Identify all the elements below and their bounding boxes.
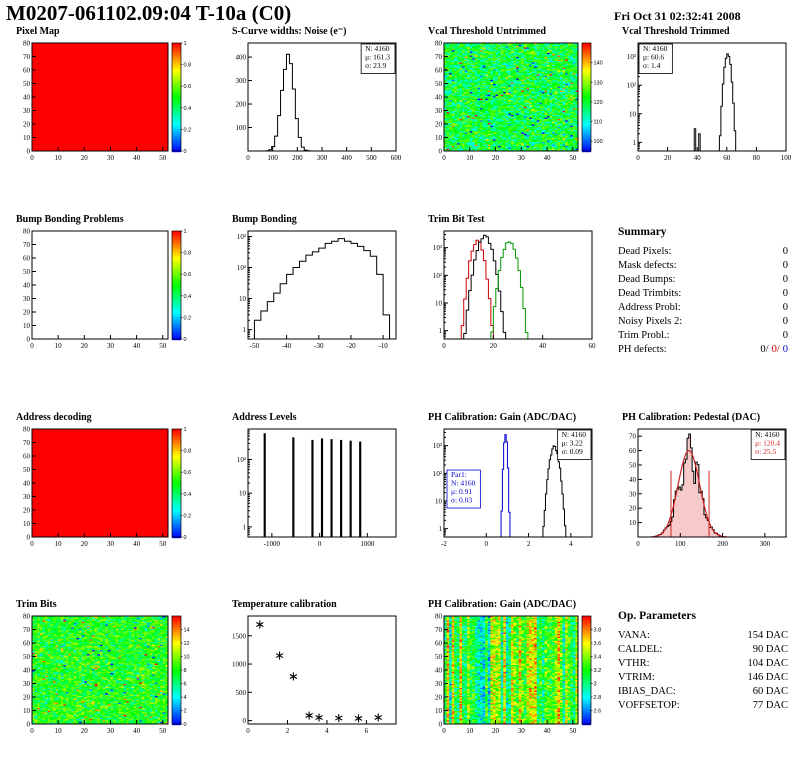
op-parameter-value: 77 DAC — [752, 700, 788, 711]
address-levels-canvas — [222, 425, 404, 553]
summary-panel: Summary Dead Pixels: 0 Mask defects: 0 Dea… — [618, 226, 788, 357]
summary-label: Dead Bumps: — [618, 274, 676, 285]
trim-bits-canvas — [6, 612, 204, 740]
op-parameter-label: VANA: — [618, 630, 650, 641]
op-parameter-value: 60 DAC — [752, 686, 788, 697]
ph-gain-histogram-canvas — [418, 425, 600, 553]
pixel-map-canvas — [6, 39, 204, 167]
summary-label: Address Probl: — [618, 302, 681, 313]
panel-bump-bonding: Bump Bonding — [222, 214, 404, 355]
panel-pixel-map: Pixel Map — [6, 26, 204, 167]
summary-row-ph-defects: PH defects: 0/0/0 — [618, 343, 788, 357]
vcal-untrimmed-canvas — [418, 39, 614, 167]
ph-defects-label: PH defects: — [618, 344, 667, 355]
panel-vcal-threshold-untrimmed: Vcal Threshold Untrimmed — [418, 26, 614, 167]
vcal-trimmed-title: Vcal Threshold Trimmed — [622, 26, 730, 37]
summary-value: 0 — [782, 316, 788, 327]
op-parameter-row: IBIAS_DAC: 60 DAC — [618, 685, 788, 699]
panel-ph-gain-histogram: PH Calibration: Gain (ADC/DAC) — [418, 412, 600, 553]
address-decoding-title: Address decoding — [16, 412, 92, 423]
op-parameter-value: 90 DAC — [752, 644, 788, 655]
temperature-calibration-title: Temperature calibration — [232, 599, 337, 610]
op-parameter-row: VANA: 154 DAC — [618, 629, 788, 643]
bump-bonding-canvas — [222, 227, 404, 355]
op-parameter-label: VTRIM: — [618, 672, 655, 683]
summary-value: 0 — [782, 288, 788, 299]
trim-bit-test-canvas — [418, 227, 600, 355]
page-title: M0207-061102.09:04 T-10a (C0) — [6, 1, 292, 25]
op-parameter-value: 146 DAC — [747, 672, 788, 683]
summary-value: 0 — [782, 302, 788, 313]
ph-pedestal-title: PH Calibration: Pedestal (DAC) — [622, 412, 761, 423]
trim-bit-test-title: Trim Bit Test — [428, 214, 485, 225]
summary-label: Noisy Pixels 2: — [618, 316, 683, 327]
op-parameters-title: Op. Parameters — [618, 610, 696, 622]
summary-value: 0 — [782, 260, 788, 271]
summary-row: Noisy Pixels 2: 0 — [618, 315, 788, 329]
temperature-calibration-canvas — [222, 612, 404, 740]
summary-row: Dead Bumps: 0 — [618, 273, 788, 287]
ph-gain-map-canvas — [418, 612, 614, 740]
op-parameter-value: 154 DAC — [747, 630, 788, 641]
summary-title: Summary — [618, 226, 667, 238]
vcal-trimmed-canvas — [612, 39, 794, 167]
panel-scurve-noise: S-Curve widths: Noise (e⁻) — [222, 26, 404, 167]
pixel-map-title: Pixel Map — [16, 26, 60, 37]
summary-label: Mask defects: — [618, 260, 677, 271]
summary-label: Trim Probl.: — [618, 330, 670, 341]
ph-gain-histogram-title: PH Calibration: Gain (ADC/DAC) — [428, 412, 577, 423]
panel-vcal-threshold-trimmed: Vcal Threshold Trimmed — [612, 26, 794, 167]
trim-bits-title: Trim Bits — [16, 599, 57, 610]
timestamp: Fri Oct 31 02:32:41 2008 — [614, 9, 741, 23]
bump-bonding-problems-title: Bump Bonding Problems — [16, 214, 124, 225]
op-parameters-panel: Op. Parameters VANA: 154 DAC CALDEL: 90 DA… — [618, 610, 788, 713]
ph-defect-count-black: 0/ — [760, 344, 769, 355]
vcal-untrimmed-title: Vcal Threshold Untrimmed — [428, 26, 546, 37]
op-parameter-row: VTHR: 104 DAC — [618, 657, 788, 671]
scurve-noise-canvas — [222, 39, 404, 167]
op-parameter-label: CALDEL: — [618, 644, 663, 655]
op-parameter-row: VTRIM: 146 DAC — [618, 671, 788, 685]
op-parameter-label: VOFFSETOP: — [618, 700, 680, 711]
ph-gain-map-title: PH Calibration: Gain (ADC/DAC) — [428, 599, 577, 610]
panel-temperature-calibration: Temperature calibration — [222, 599, 404, 740]
summary-value: 0 — [782, 330, 788, 341]
address-levels-title: Address Levels — [232, 412, 297, 423]
op-parameter-row: VOFFSETOP: 77 DAC — [618, 699, 788, 713]
bump-bonding-problems-canvas — [6, 227, 204, 355]
scurve-noise-title: S-Curve widths: Noise (e⁻) — [232, 26, 347, 37]
panel-ph-gain-map: PH Calibration: Gain (ADC/DAC) — [418, 599, 614, 740]
ph-defect-count-red: 0/ — [771, 344, 780, 355]
summary-row: Address Probl: 0 — [618, 301, 788, 315]
panel-trim-bit-test: Trim Bit Test — [418, 214, 600, 355]
ph-pedestal-canvas — [612, 425, 794, 553]
panel-ph-pedestal: PH Calibration: Pedestal (DAC) — [612, 412, 794, 553]
summary-row: Mask defects: 0 — [618, 259, 788, 273]
op-parameter-label: IBIAS_DAC: — [618, 686, 676, 697]
op-parameter-label: VTHR: — [618, 658, 650, 669]
summary-label: Dead Pixels: — [618, 246, 672, 257]
ph-defects-values: 0/0/0 — [757, 343, 788, 357]
ph-defect-count-blue: 0 — [782, 344, 788, 355]
panel-trim-bits-map: Trim Bits — [6, 599, 204, 740]
panel-address-decoding: Address decoding — [6, 412, 204, 553]
summary-value: 0 — [782, 274, 788, 285]
panel-bump-bonding-problems: Bump Bonding Problems — [6, 214, 204, 355]
panel-address-levels: Address Levels — [222, 412, 404, 553]
summary-row: Dead Trimbits: 0 — [618, 287, 788, 301]
summary-value: 0 — [782, 246, 788, 257]
summary-label: Dead Trimbits: — [618, 288, 682, 299]
summary-row: Dead Pixels: 0 — [618, 245, 788, 259]
bump-bonding-title: Bump Bonding — [232, 214, 297, 225]
op-parameter-row: CALDEL: 90 DAC — [618, 643, 788, 657]
op-parameter-value: 104 DAC — [747, 658, 788, 669]
summary-row: Trim Probl.: 0 — [618, 329, 788, 343]
address-decoding-canvas — [6, 425, 204, 553]
